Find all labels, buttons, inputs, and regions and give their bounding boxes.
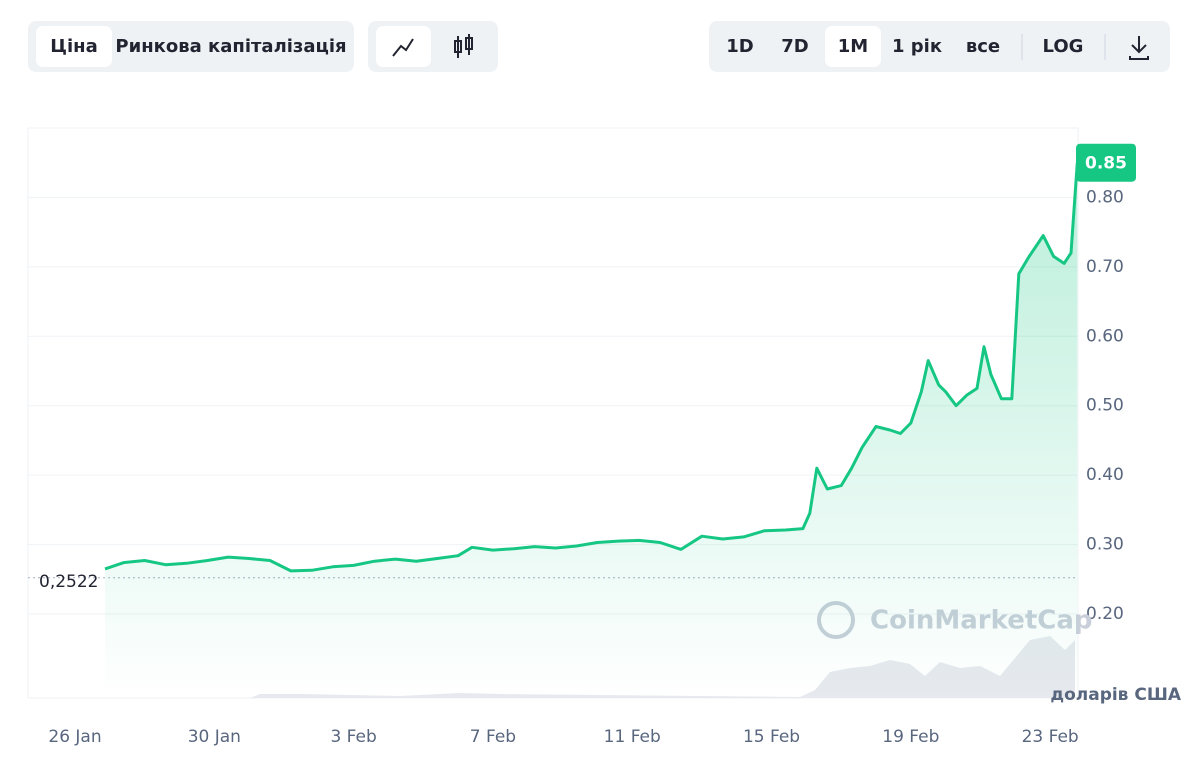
x-tick-label: 11 Feb (604, 727, 661, 747)
y-tick-label: 0.60 (1086, 326, 1124, 346)
range-button[interactable]: 7D (781, 36, 808, 57)
x-tick-label: 7 Feb (470, 727, 516, 747)
plot: 0.20 0.30 0.40 0.50 0.60 0.70 0.80 26 Jan 30 Jan… (28, 143, 1182, 747)
x-tick-label: 26 Jan (48, 727, 101, 747)
price-line (104, 162, 1079, 573)
download-button[interactable] (1129, 36, 1149, 60)
x-tick-label: 23 Feb (1022, 727, 1079, 747)
y-tick-label: 0.80 (1086, 187, 1124, 207)
range-group (709, 21, 1170, 72)
tab[interactable]: Ціна (50, 36, 97, 57)
line-icon (392, 38, 414, 57)
range-selected-bg (825, 26, 881, 67)
x-tick-label: 30 Jan (188, 727, 241, 747)
line-button[interactable] (376, 26, 431, 67)
last-price-label: 0.85 (1085, 154, 1127, 174)
y-tick-label: 0.30 (1086, 535, 1124, 555)
range-button[interactable]: все (966, 36, 1000, 57)
y-tick-label: 0.70 (1086, 257, 1124, 277)
tab-selected-bg (36, 26, 112, 67)
unit-label: доларів США (1050, 685, 1181, 705)
x-tick-label: 15 Feb (743, 727, 800, 747)
area-fill (105, 162, 1078, 698)
reference-label: 0,2522 (39, 572, 98, 592)
x-tick-label: 3 Feb (330, 727, 376, 747)
y-tick-label: 0.50 (1086, 396, 1124, 416)
candle-button[interactable] (454, 34, 473, 58)
range-button[interactable]: 1D (726, 36, 753, 57)
y-tick-label: 0.20 (1086, 604, 1124, 624)
y-tick-label: 0.40 (1086, 465, 1124, 485)
last-price-tag (1076, 143, 1136, 182)
x-tick-label: 19 Feb (882, 727, 939, 747)
range-button[interactable]: 1M (838, 36, 868, 57)
log-button[interactable]: LOG (1043, 36, 1084, 57)
tab[interactable]: Ринкова капіталізація (115, 36, 346, 57)
range-button[interactable]: 1 рік (892, 36, 942, 57)
